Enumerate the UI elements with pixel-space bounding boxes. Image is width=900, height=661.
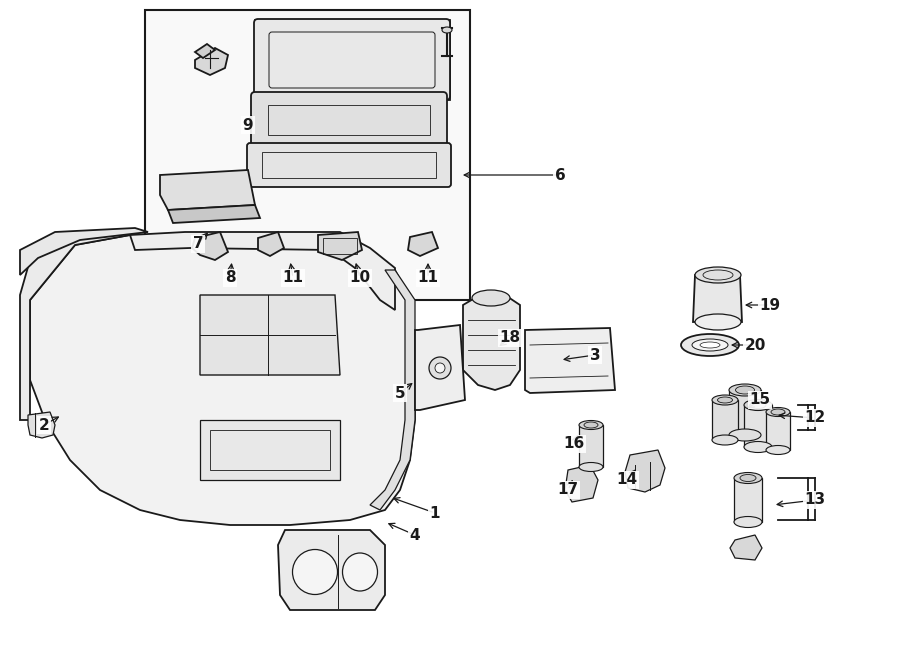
Polygon shape <box>463 295 520 390</box>
Ellipse shape <box>734 473 762 483</box>
Ellipse shape <box>579 463 603 471</box>
Polygon shape <box>160 170 255 210</box>
Text: 4: 4 <box>410 527 420 543</box>
Ellipse shape <box>771 409 785 415</box>
Ellipse shape <box>734 516 762 527</box>
Text: 14: 14 <box>616 473 637 488</box>
Ellipse shape <box>292 549 338 594</box>
Text: 8: 8 <box>225 270 235 286</box>
Polygon shape <box>565 465 598 502</box>
Polygon shape <box>525 328 615 393</box>
Polygon shape <box>258 232 284 256</box>
Bar <box>262 152 436 178</box>
Text: 15: 15 <box>750 393 770 407</box>
Polygon shape <box>625 450 665 492</box>
Bar <box>579 425 603 467</box>
Polygon shape <box>168 205 260 223</box>
Polygon shape <box>278 530 385 610</box>
Bar <box>210 430 330 470</box>
Bar <box>323 238 357 254</box>
Text: 7: 7 <box>193 237 203 251</box>
Bar <box>744 405 772 447</box>
Ellipse shape <box>343 553 377 591</box>
Polygon shape <box>370 270 415 510</box>
Text: 6: 6 <box>554 167 565 182</box>
Bar <box>268 105 430 135</box>
Bar <box>145 10 470 300</box>
Ellipse shape <box>744 442 772 453</box>
Ellipse shape <box>435 363 445 373</box>
Ellipse shape <box>712 435 738 445</box>
Polygon shape <box>192 232 228 260</box>
Ellipse shape <box>729 384 761 396</box>
Text: 18: 18 <box>500 330 520 346</box>
Polygon shape <box>28 412 55 438</box>
Ellipse shape <box>442 27 452 33</box>
Text: 2: 2 <box>39 418 50 432</box>
Ellipse shape <box>740 475 756 481</box>
Bar <box>734 478 762 522</box>
Polygon shape <box>415 325 465 410</box>
FancyBboxPatch shape <box>254 19 450 100</box>
Text: 16: 16 <box>563 436 585 451</box>
Ellipse shape <box>750 401 766 408</box>
Polygon shape <box>200 420 340 480</box>
Polygon shape <box>20 228 148 275</box>
Text: 10: 10 <box>349 270 371 286</box>
FancyBboxPatch shape <box>247 143 451 187</box>
Text: 9: 9 <box>243 118 253 132</box>
Bar <box>712 400 738 440</box>
Bar <box>729 390 761 435</box>
Ellipse shape <box>712 395 738 405</box>
Ellipse shape <box>766 407 790 416</box>
Polygon shape <box>318 232 362 260</box>
Polygon shape <box>408 232 438 256</box>
Polygon shape <box>195 44 215 58</box>
Ellipse shape <box>766 446 790 455</box>
Polygon shape <box>195 48 228 75</box>
Ellipse shape <box>681 334 739 356</box>
Ellipse shape <box>729 429 761 441</box>
Text: 13: 13 <box>805 492 825 508</box>
Polygon shape <box>20 232 130 420</box>
Ellipse shape <box>700 342 720 348</box>
Text: 20: 20 <box>744 338 766 352</box>
Text: 17: 17 <box>557 483 579 498</box>
Polygon shape <box>30 235 415 525</box>
Ellipse shape <box>472 290 510 306</box>
Ellipse shape <box>735 386 754 394</box>
Ellipse shape <box>695 314 741 330</box>
Text: 1: 1 <box>430 506 440 520</box>
Ellipse shape <box>695 267 741 283</box>
FancyBboxPatch shape <box>251 92 447 150</box>
Ellipse shape <box>692 339 728 351</box>
Text: 11: 11 <box>283 270 303 286</box>
Ellipse shape <box>579 420 603 430</box>
Polygon shape <box>130 232 395 310</box>
Ellipse shape <box>429 357 451 379</box>
Ellipse shape <box>744 399 772 410</box>
Polygon shape <box>200 295 340 375</box>
Text: 12: 12 <box>805 410 825 426</box>
Text: 5: 5 <box>395 385 405 401</box>
Polygon shape <box>255 20 450 100</box>
Text: 3: 3 <box>590 348 600 362</box>
Text: 19: 19 <box>760 297 780 313</box>
Polygon shape <box>693 275 742 322</box>
Polygon shape <box>730 535 762 560</box>
Bar <box>766 412 790 450</box>
Ellipse shape <box>584 422 598 428</box>
Text: 11: 11 <box>418 270 438 286</box>
Ellipse shape <box>717 397 733 403</box>
